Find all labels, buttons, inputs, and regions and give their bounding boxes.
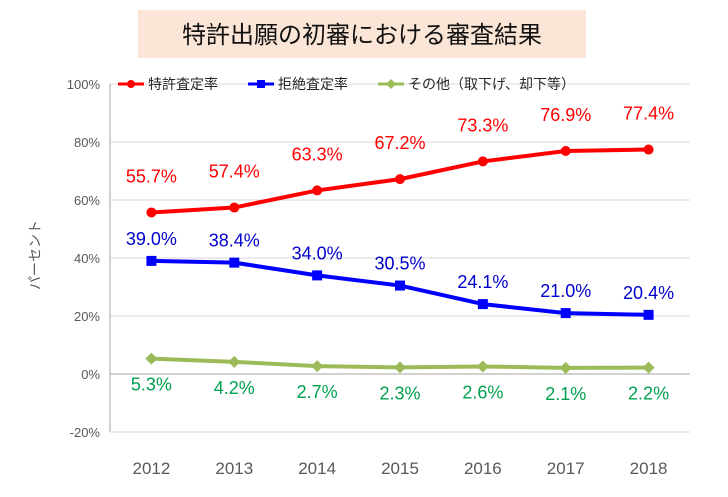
data-point — [229, 202, 240, 213]
legend-label: 特許査定率 — [148, 76, 218, 93]
data-point — [643, 309, 654, 320]
legend-item: その他（取下げ、却下等） — [378, 76, 575, 93]
legend: 特許査定率 拒絶査定率 その他（取下げ、却下等） — [118, 76, 575, 93]
series-3 — [145, 352, 655, 374]
y-tick-label: 20% — [74, 309, 100, 324]
legend-marker — [257, 80, 265, 88]
data-label: 38.4% — [209, 231, 260, 251]
data-label: 30.5% — [374, 254, 425, 274]
data-point — [311, 360, 324, 373]
chart-title: 特許出願の初審における審査結果 — [182, 21, 542, 49]
legend-label: 拒絶査定率 — [278, 76, 348, 93]
data-label: 5.3% — [131, 375, 172, 395]
data-point — [560, 308, 571, 319]
legend-marker — [127, 80, 135, 88]
data-label: 34.0% — [292, 243, 343, 263]
title-background — [138, 10, 586, 58]
y-tick-label: 0% — [81, 367, 100, 382]
x-tick-label: 2017 — [547, 459, 585, 478]
x-tick-label: 2016 — [464, 459, 502, 478]
x-tick-label: 2015 — [381, 459, 419, 478]
data-label: 2.3% — [379, 383, 420, 403]
axes — [109, 84, 690, 432]
x-tick-label: 2014 — [298, 459, 336, 478]
data-label: 73.3% — [457, 115, 508, 135]
data-point — [146, 207, 157, 218]
data-point — [642, 361, 655, 374]
data-point — [395, 174, 405, 185]
x-tick-label: 2018 — [630, 459, 668, 478]
data-label: 76.9% — [540, 105, 591, 125]
data-label: 39.0% — [126, 229, 177, 249]
data-label: 67.2% — [374, 133, 425, 153]
data-point — [228, 355, 241, 368]
y-tick-label: -20% — [70, 425, 101, 440]
data-point — [312, 185, 323, 196]
y-axis-label: パーセント — [28, 220, 44, 290]
data-point — [146, 255, 157, 266]
data-label: 2.1% — [545, 384, 586, 404]
data-label: 4.2% — [214, 378, 255, 398]
series-1 — [146, 144, 654, 218]
data-label: 2.7% — [297, 382, 338, 402]
legend-item: 拒絶査定率 — [248, 76, 348, 93]
legend-label: その他（取下げ、却下等） — [408, 76, 575, 93]
data-point — [229, 257, 240, 268]
y-tick-labels: -20% 0% 20% 40% 60% 80% 100% — [67, 77, 101, 440]
y-tick-label: 100% — [67, 77, 101, 92]
data-point — [394, 361, 406, 374]
x-tick-labels: 2012 2013 2014 2015 2016 2017 2018 — [133, 459, 668, 478]
data-label: 21.0% — [540, 281, 591, 301]
y-tick-label: 40% — [74, 251, 100, 266]
data-point — [559, 361, 572, 374]
y-tick-label: 60% — [74, 193, 100, 208]
data-point — [145, 352, 158, 365]
series-2 — [146, 255, 654, 320]
data-label: 2.2% — [628, 384, 669, 404]
data-point — [476, 360, 489, 373]
x-tick-label: 2012 — [133, 459, 171, 478]
x-tick-label: 2013 — [215, 459, 253, 478]
y-tick-label: 80% — [74, 135, 100, 150]
data-label: 57.4% — [209, 162, 260, 182]
data-point — [560, 145, 571, 156]
legend-item: 特許査定率 — [118, 76, 218, 93]
data-label: 77.4% — [623, 104, 674, 124]
data-label: 24.1% — [457, 272, 508, 292]
data-point — [477, 156, 488, 167]
data-label: 55.7% — [126, 166, 177, 186]
data-point — [643, 144, 654, 155]
data-labels-layer: 55.7% 57.4% 63.3% 67.2% 73.3% 76.9% 77.4% 39.0%… — [126, 104, 674, 404]
series-layer — [145, 144, 655, 374]
data-point — [477, 299, 488, 310]
legend-marker — [386, 79, 396, 89]
data-point — [312, 270, 323, 281]
data-label: 2.6% — [462, 382, 503, 402]
data-point — [395, 280, 405, 291]
data-label: 20.4% — [623, 283, 674, 303]
data-label: 63.3% — [292, 144, 343, 164]
